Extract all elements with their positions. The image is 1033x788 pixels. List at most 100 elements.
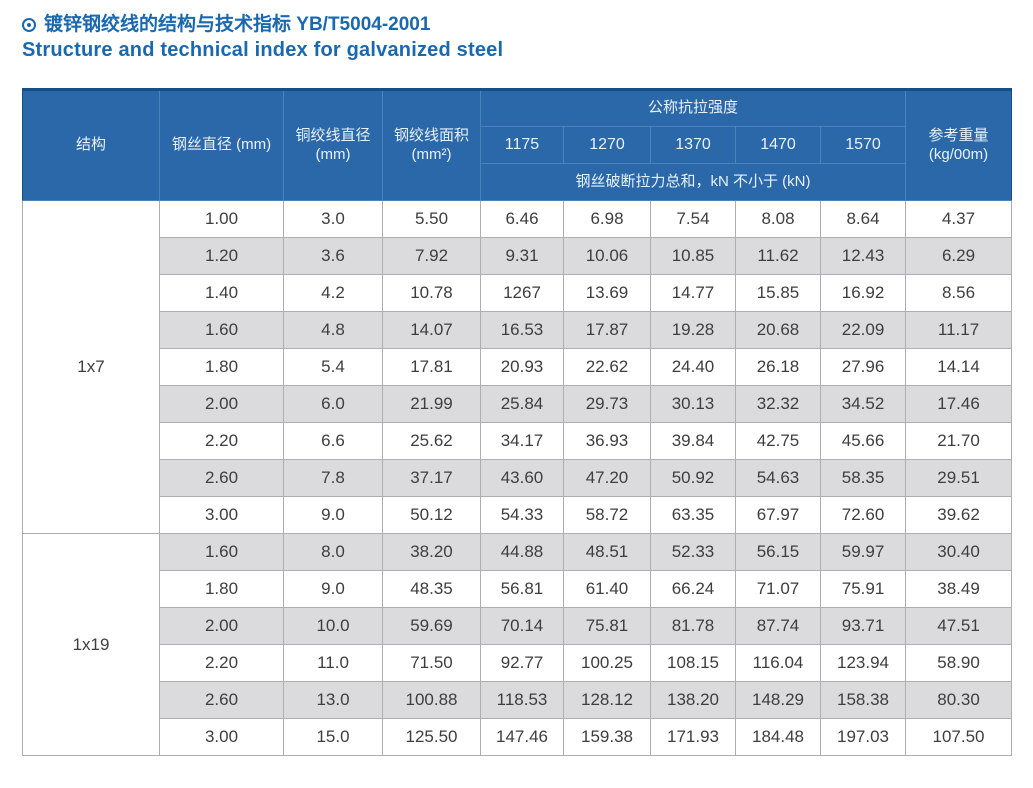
data-cell: 16.92 — [819, 274, 907, 312]
data-cell: 58.35 — [819, 459, 907, 497]
data-cell: 93.71 — [819, 607, 907, 645]
data-cell: 8.0 — [283, 533, 383, 571]
data-cell: 7.92 — [382, 237, 481, 275]
data-cell: 125.50 — [382, 718, 481, 756]
data-cell: 48.35 — [382, 570, 481, 608]
data-cell: 58.72 — [563, 496, 651, 534]
data-cell: 47.51 — [905, 607, 1013, 645]
data-cell: 11.17 — [905, 311, 1013, 349]
data-cell: 5.50 — [382, 200, 481, 238]
structure-cell: 1x7 — [22, 200, 160, 534]
data-cell: 43.60 — [480, 459, 564, 497]
data-cell: 22.09 — [819, 311, 907, 349]
header-grade-1570: 1570 — [819, 126, 907, 164]
table-row: 1.40 4.2 10.78 1267 13.69 14.77 15.85 16.92 8.56 — [23, 274, 1013, 312]
data-cell: 184.48 — [735, 718, 821, 756]
table-row: 1.20 3.6 7.92 9.31 10.06 10.85 11.62 12.43 6.29 — [23, 237, 1013, 275]
data-cell: 1.40 — [159, 274, 284, 312]
data-cell: 25.62 — [382, 422, 481, 460]
data-cell: 108.15 — [650, 644, 736, 682]
data-cell: 14.14 — [905, 348, 1013, 386]
data-cell: 1.80 — [159, 348, 284, 386]
data-cell: 10.78 — [382, 274, 481, 312]
data-cell: 34.17 — [480, 422, 564, 460]
data-cell: 17.81 — [382, 348, 481, 386]
header-wire-diameter: 钢丝直径 (mm) — [159, 89, 284, 201]
data-cell: 75.81 — [563, 607, 651, 645]
data-cell: 1267 — [480, 274, 564, 312]
data-cell: 50.92 — [650, 459, 736, 497]
table-row: 2.00 6.0 21.99 25.84 29.73 30.13 32.32 34.52 17.… — [23, 385, 1013, 423]
header-strand-diameter-line1: 铜绞线直径 — [295, 126, 371, 144]
table-row: 2.60 13.0 100.88 118.53 128.12 138.20 148.29 15… — [23, 681, 1013, 719]
data-cell: 8.56 — [905, 274, 1013, 312]
data-cell: 29.73 — [563, 385, 651, 423]
header-strand-area-line1: 钢绞线面积 — [393, 126, 469, 144]
data-cell: 4.37 — [905, 200, 1013, 238]
header-strand-area-line2: (mm²) — [411, 145, 452, 163]
data-cell: 30.40 — [905, 533, 1013, 571]
data-cell: 67.97 — [735, 496, 821, 534]
data-cell: 87.74 — [735, 607, 821, 645]
header-grade-1270: 1270 — [563, 126, 651, 164]
header-strand-diameter: 铜绞线直径 (mm) — [283, 89, 383, 201]
data-cell: 25.84 — [480, 385, 564, 423]
data-cell: 39.62 — [905, 496, 1013, 534]
table-body: 1x7 1.00 3.0 5.50 6.46 6.98 7.54 8.08 8.64 4.37 1.… — [22, 200, 1013, 756]
data-cell: 2.60 — [159, 681, 284, 719]
header-ref-weight: 参考重量 (kg/00m) — [905, 89, 1013, 201]
header-row-2: 1175 1270 1370 1470 1570 — [23, 126, 1012, 164]
data-cell: 3.00 — [159, 718, 284, 756]
header-grade-1470: 1470 — [735, 126, 821, 164]
data-cell: 11.0 — [283, 644, 383, 682]
table-row: 1.80 9.0 48.35 56.81 61.40 66.24 71.07 75.91 38.… — [23, 570, 1013, 608]
data-cell: 7.8 — [283, 459, 383, 497]
page: 镀锌钢绞线的结构与技术指标 YB/T5004-2001 Structure an… — [0, 0, 1033, 756]
data-cell: 8.08 — [735, 200, 821, 238]
header-row-3: 钢丝破断拉力总和，kN 不小于 (kN) — [23, 163, 1012, 201]
data-cell: 2.00 — [159, 385, 284, 423]
data-cell: 159.38 — [563, 718, 651, 756]
data-cell: 21.99 — [382, 385, 481, 423]
data-cell: 9.31 — [480, 237, 564, 275]
data-cell: 54.33 — [480, 496, 564, 534]
data-cell: 71.50 — [382, 644, 481, 682]
data-cell: 81.78 — [650, 607, 736, 645]
data-cell: 2.00 — [159, 607, 284, 645]
data-cell: 138.20 — [650, 681, 736, 719]
table-header: 结构 钢丝直径 (mm) 铜绞线直径 (mm) 钢绞线面积 (mm²) 公称抗拉… — [22, 89, 1013, 201]
data-cell: 19.28 — [650, 311, 736, 349]
data-cell: 6.29 — [905, 237, 1013, 275]
header-grade-1175: 1175 — [480, 126, 564, 164]
data-cell: 61.40 — [563, 570, 651, 608]
table-row: 1x7 1.00 3.0 5.50 6.46 6.98 7.54 8.08 8.64 4.37 — [22, 200, 1013, 534]
data-cell: 1.80 — [159, 570, 284, 608]
table-row: 3.00 15.0 125.50 147.46 159.38 171.93 184.48 19… — [23, 718, 1013, 756]
data-cell: 17.87 — [563, 311, 651, 349]
data-cell: 14.77 — [650, 274, 736, 312]
data-cell: 44.88 — [480, 533, 564, 571]
data-cell: 21.70 — [905, 422, 1013, 460]
data-cell: 128.12 — [563, 681, 651, 719]
data-cell: 148.29 — [735, 681, 821, 719]
header-strand-diameter-line2: (mm) — [315, 145, 351, 163]
data-cell: 22.62 — [563, 348, 651, 386]
data-cell: 6.0 — [283, 385, 383, 423]
data-cell: 54.63 — [735, 459, 821, 497]
data-cell: 13.69 — [563, 274, 651, 312]
data-cell: 38.49 — [905, 570, 1013, 608]
page-title-en: Structure and technical index for galvan… — [22, 39, 504, 61]
data-cell: 24.40 — [650, 348, 736, 386]
structure-cell: 1x19 — [22, 533, 160, 756]
data-cell: 2.60 — [159, 459, 284, 497]
data-cell: 63.35 — [650, 496, 736, 534]
data-cell: 4.8 — [283, 311, 383, 349]
data-cell: 27.96 — [819, 348, 907, 386]
data-cell: 3.6 — [283, 237, 383, 275]
data-cell: 92.77 — [480, 644, 564, 682]
data-cell: 59.69 — [382, 607, 481, 645]
data-cell: 6.98 — [563, 200, 651, 238]
data-cell: 3.0 — [283, 200, 383, 238]
data-cell: 38.20 — [382, 533, 481, 571]
data-cell: 100.25 — [563, 644, 651, 682]
